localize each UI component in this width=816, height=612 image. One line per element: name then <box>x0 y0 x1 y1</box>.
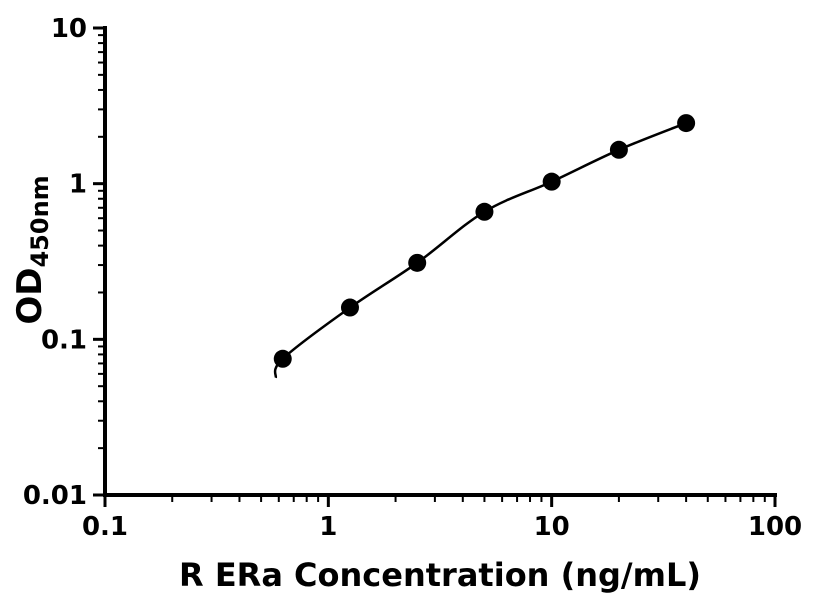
y-tick-label: 1 <box>69 170 87 200</box>
data-point <box>609 140 628 159</box>
y-tick-label: 10 <box>51 14 87 44</box>
data-point <box>475 202 494 221</box>
data-point <box>340 298 359 317</box>
y-axis-title-subscript: 450nm <box>26 175 54 268</box>
y-axis-title: OD450nm <box>10 175 54 324</box>
data-point <box>542 172 561 191</box>
x-tick-label: 0.1 <box>82 512 128 542</box>
data-point <box>273 349 292 368</box>
x-axis-title: R ERa Concentration (ng/mL) <box>179 556 701 594</box>
x-tick-label: 1 <box>319 512 337 542</box>
data-point <box>677 114 696 133</box>
y-axis-title-text: OD <box>10 267 50 325</box>
x-tick-label: 100 <box>748 512 802 542</box>
x-tick-label: 10 <box>534 512 570 542</box>
data-point <box>408 253 427 272</box>
fit-curve <box>273 121 687 379</box>
y-tick-label: 0.01 <box>23 481 87 511</box>
y-tick-label: 0.1 <box>41 325 87 355</box>
